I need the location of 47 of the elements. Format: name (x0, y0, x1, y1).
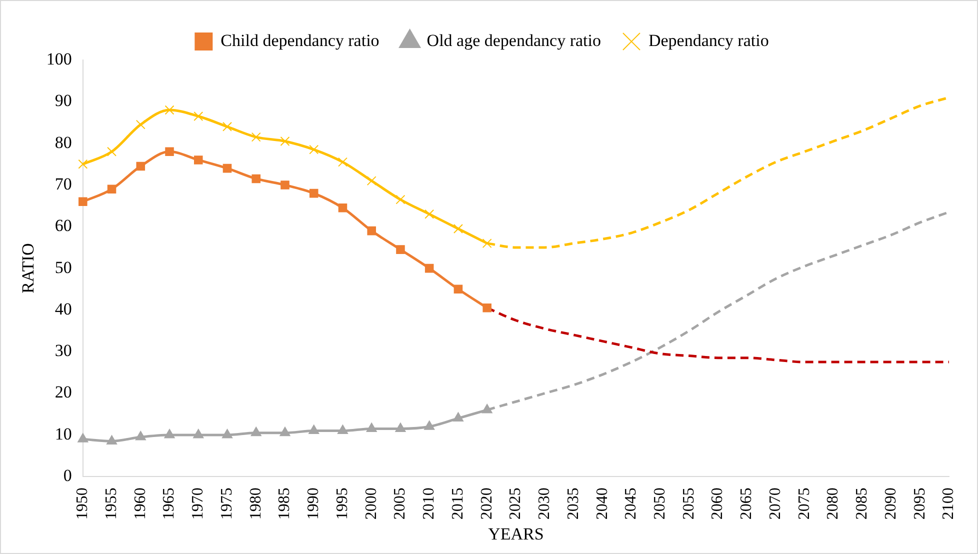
x-tick-label: 1985 (276, 488, 294, 520)
x-tick-label: 2085 (854, 488, 871, 520)
x-tick-label: 2005 (392, 488, 409, 520)
x-tick-label: 1955 (102, 488, 120, 520)
x-tick-label: 1965 (160, 488, 178, 520)
x-tick-label: 2010 (420, 488, 438, 520)
x-tick-label: 1960 (132, 488, 149, 520)
legend-label: Old age dependancy ratio (426, 30, 601, 50)
x-tick-label: 2025 (507, 488, 524, 520)
y-tick-label: 10 (54, 424, 72, 444)
y-tick-label: 30 (54, 341, 72, 360)
x-tick-label: 2065 (738, 488, 756, 520)
x-tick-label: 2080 (824, 488, 842, 520)
x-tick-label: 1970 (190, 488, 207, 520)
x-tick-label: 1950 (74, 488, 92, 520)
x-axis-title: YEARS (488, 524, 544, 544)
y-tick-label: 40 (54, 299, 72, 318)
y-tick-label: 80 (54, 132, 72, 152)
y-tick-label: 90 (54, 91, 72, 110)
legend-label: Dependancy ratio (648, 30, 769, 50)
y-tick-label: 50 (54, 258, 72, 277)
y-tick-label: 100 (46, 49, 72, 68)
y-axis-title: RATIO (18, 243, 38, 294)
x-tick-label: 1980 (247, 488, 264, 520)
x-tick-label: 2040 (594, 488, 611, 520)
x-tick-label: 2075 (796, 488, 813, 520)
x-tick-label: 2100 (940, 488, 958, 520)
x-tick-label: 2050 (652, 488, 669, 520)
x-tick-label: 2015 (449, 488, 466, 520)
legend-label: Child dependancy ratio (220, 30, 380, 50)
x-tick-label: 1995 (334, 488, 351, 520)
x-tick-label: 2055 (680, 488, 698, 520)
x-tick-label: 2045 (622, 488, 640, 520)
y-tick-label: 0 (63, 466, 72, 486)
y-tick-label: 70 (54, 174, 72, 194)
y-tick-label: 20 (54, 382, 72, 402)
x-tick-label: 2000 (362, 488, 380, 520)
x-tick-label: 2020 (478, 488, 496, 520)
x-tick-label: 2030 (536, 488, 554, 520)
x-tick-label: 2090 (882, 488, 900, 520)
x-tick-label: 1990 (305, 488, 322, 520)
x-tick-label: 2060 (709, 488, 726, 520)
y-tick-label: 60 (54, 216, 72, 236)
x-tick-label: 2070 (766, 488, 784, 520)
x-tick-label: 2035 (564, 488, 582, 520)
x-tick-label: 2095 (911, 488, 928, 520)
x-tick-label: 1975 (218, 488, 236, 520)
